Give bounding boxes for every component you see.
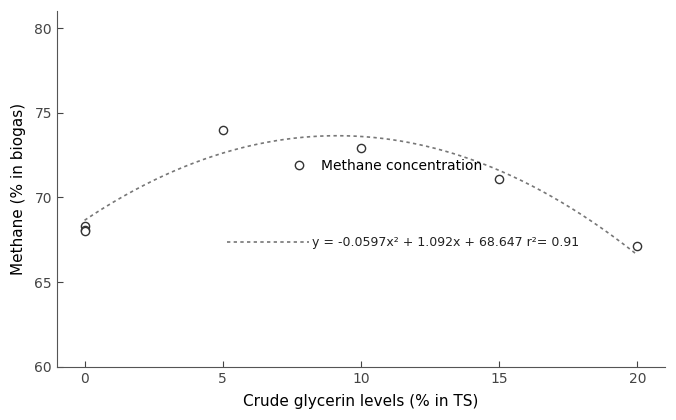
Point [79, 228, 90, 235]
X-axis label: Crude glycerin levels (% in TS): Crude glycerin levels (% in TS) [243, 394, 479, 409]
Point [493, 176, 504, 182]
Y-axis label: Methane (% in biogas): Methane (% in biogas) [11, 103, 26, 275]
Legend: Methane concentration: Methane concentration [279, 153, 487, 178]
Text: y = -0.0597x² + 1.092x + 68.647 r²= 0.91: y = -0.0597x² + 1.092x + 68.647 r²= 0.91 [312, 236, 579, 249]
Point [79, 226, 90, 233]
Point [356, 145, 366, 152]
Point [632, 243, 643, 250]
Point [217, 126, 228, 133]
Point [79, 223, 90, 229]
